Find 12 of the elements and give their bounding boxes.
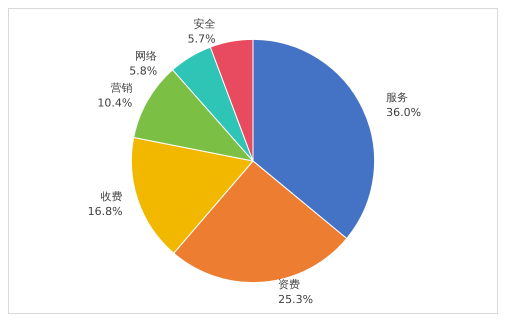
data-label: 16.8%: [88, 205, 123, 218]
data-label: 10.4%: [97, 96, 132, 110]
slice-label: 资费: [278, 278, 300, 292]
data-label: 5.8%: [129, 64, 158, 78]
slice-label: 安全: [194, 18, 216, 31]
slice-label: 营销: [110, 82, 132, 95]
slice-label: 服务: [386, 90, 408, 104]
data-label: 25.3%: [278, 293, 314, 306]
data-label: 5.7%: [188, 32, 216, 46]
slice-label: 收费: [100, 190, 123, 204]
slice-label: 网络: [135, 50, 158, 63]
data-label: 36.0%: [386, 106, 422, 119]
